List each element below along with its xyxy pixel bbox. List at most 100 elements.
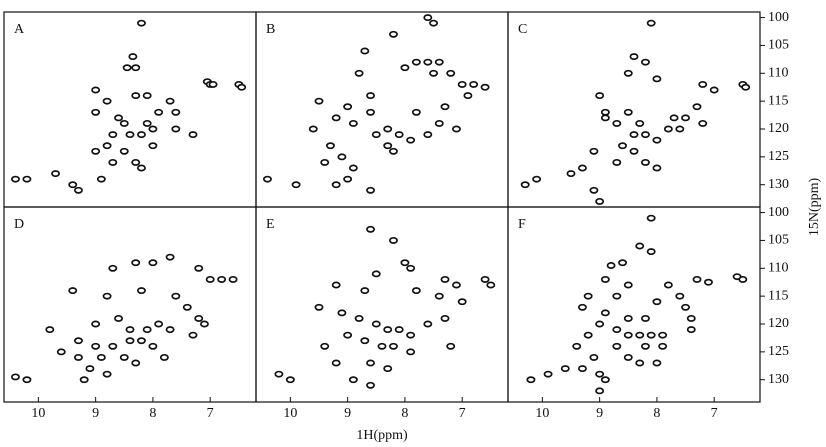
y-tick-label: 110	[768, 66, 788, 81]
peak	[629, 53, 639, 61]
x-tick-label: 9	[92, 406, 99, 421]
peak	[131, 64, 141, 72]
x-tick-label: 8	[401, 406, 408, 421]
x-tick-label: 8	[653, 406, 660, 421]
peak	[154, 320, 164, 328]
peak	[652, 75, 662, 83]
peak	[440, 314, 450, 322]
peak	[366, 108, 375, 116]
panel-frame	[255, 206, 509, 403]
peak	[635, 359, 645, 367]
peak	[578, 303, 587, 311]
peak	[366, 225, 375, 233]
peak	[463, 92, 473, 100]
peak	[429, 19, 438, 27]
peak	[366, 92, 375, 100]
peak	[738, 275, 748, 283]
peak	[208, 80, 218, 88]
peak	[629, 131, 639, 139]
peak	[480, 275, 490, 283]
y-tick-label: 105	[768, 233, 789, 248]
peak	[423, 320, 433, 328]
peak	[159, 353, 169, 361]
peak	[663, 125, 673, 133]
peak	[681, 114, 690, 122]
peak	[188, 131, 198, 139]
peak	[741, 83, 751, 91]
peak	[612, 342, 622, 350]
peak	[469, 80, 479, 88]
peak	[96, 175, 106, 183]
peak	[389, 147, 398, 155]
peak	[114, 114, 123, 122]
peak	[108, 264, 118, 272]
peak	[91, 320, 101, 328]
peak	[675, 292, 685, 300]
peak	[600, 309, 610, 317]
peak	[360, 47, 370, 55]
peak	[583, 292, 593, 300]
peak	[646, 19, 656, 27]
panel-frame	[507, 206, 761, 403]
peak	[331, 359, 341, 367]
peak	[641, 131, 650, 139]
peak	[217, 275, 227, 283]
peak	[675, 125, 685, 133]
peak	[383, 326, 393, 334]
peak	[423, 14, 433, 22]
x-tick-label: 10	[283, 406, 297, 421]
peak	[56, 348, 66, 356]
panel-frame	[3, 11, 257, 208]
peak	[125, 131, 135, 139]
peak	[371, 270, 381, 278]
peak	[589, 353, 599, 361]
peak	[348, 376, 358, 384]
peak	[383, 142, 393, 150]
peak	[635, 331, 645, 339]
peak	[652, 298, 662, 306]
peak	[366, 381, 375, 389]
peak	[652, 164, 662, 172]
peak	[452, 281, 461, 289]
peak	[406, 348, 416, 356]
peak	[182, 303, 192, 311]
peak	[119, 119, 129, 127]
y-tick-label: 110	[768, 261, 788, 276]
peak	[623, 108, 633, 116]
peak	[400, 259, 410, 267]
panel-frame	[3, 206, 257, 403]
x-tick-label: 9	[596, 406, 603, 421]
peak	[51, 170, 60, 178]
peak	[371, 131, 381, 139]
x-tick-label: 7	[459, 406, 466, 421]
peak	[125, 337, 135, 345]
peak	[658, 331, 668, 339]
x-tick-label: 8	[149, 406, 156, 421]
peak	[526, 376, 536, 384]
peak	[74, 353, 83, 361]
peak	[102, 142, 112, 150]
peak	[480, 83, 490, 91]
peak	[171, 125, 181, 133]
peak	[641, 314, 650, 322]
peak	[623, 353, 633, 361]
panel-frame	[507, 11, 761, 208]
peak	[411, 108, 421, 116]
peak	[543, 370, 553, 378]
x-tick-label: 10	[31, 406, 45, 421]
peak	[681, 303, 690, 311]
peak	[686, 314, 696, 322]
peak	[291, 181, 301, 189]
peak	[194, 314, 204, 322]
peak	[704, 278, 713, 286]
peak	[122, 64, 132, 72]
peak	[434, 58, 444, 66]
peak	[658, 342, 668, 350]
peak	[22, 175, 32, 183]
peak	[595, 197, 605, 205]
peak	[612, 292, 622, 300]
peak	[406, 264, 416, 272]
peak	[131, 158, 141, 166]
peak	[429, 69, 438, 77]
peak	[22, 376, 32, 384]
